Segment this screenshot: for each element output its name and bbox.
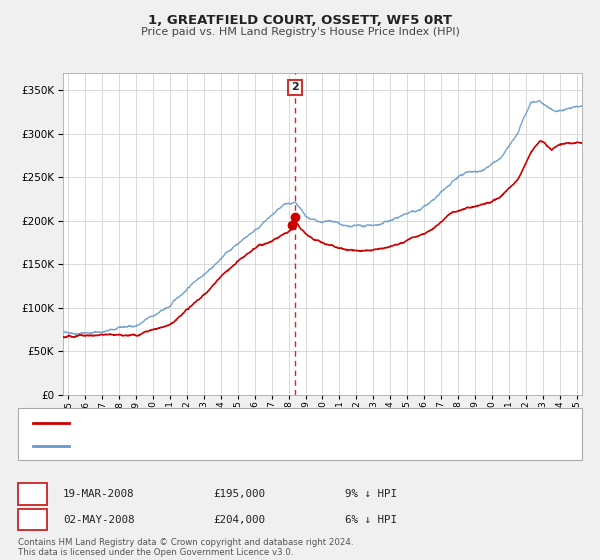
Text: 1, GREATFIELD COURT, OSSETT, WF5 0RT (detached house): 1, GREATFIELD COURT, OSSETT, WF5 0RT (de…: [75, 418, 385, 428]
Text: 2: 2: [29, 515, 36, 525]
Text: 1, GREATFIELD COURT, OSSETT, WF5 0RT: 1, GREATFIELD COURT, OSSETT, WF5 0RT: [148, 14, 452, 27]
Text: 02-MAY-2008: 02-MAY-2008: [63, 515, 134, 525]
Text: £195,000: £195,000: [213, 489, 265, 499]
Text: 6% ↓ HPI: 6% ↓ HPI: [345, 515, 397, 525]
Text: 2: 2: [291, 82, 299, 92]
Text: HPI: Average price, detached house, Wakefield: HPI: Average price, detached house, Wake…: [75, 441, 319, 451]
Text: 19-MAR-2008: 19-MAR-2008: [63, 489, 134, 499]
Text: 1: 1: [29, 489, 36, 499]
Text: Contains HM Land Registry data © Crown copyright and database right 2024.
This d: Contains HM Land Registry data © Crown c…: [18, 538, 353, 557]
Text: Price paid vs. HM Land Registry's House Price Index (HPI): Price paid vs. HM Land Registry's House …: [140, 27, 460, 37]
Text: 9% ↓ HPI: 9% ↓ HPI: [345, 489, 397, 499]
Text: £204,000: £204,000: [213, 515, 265, 525]
